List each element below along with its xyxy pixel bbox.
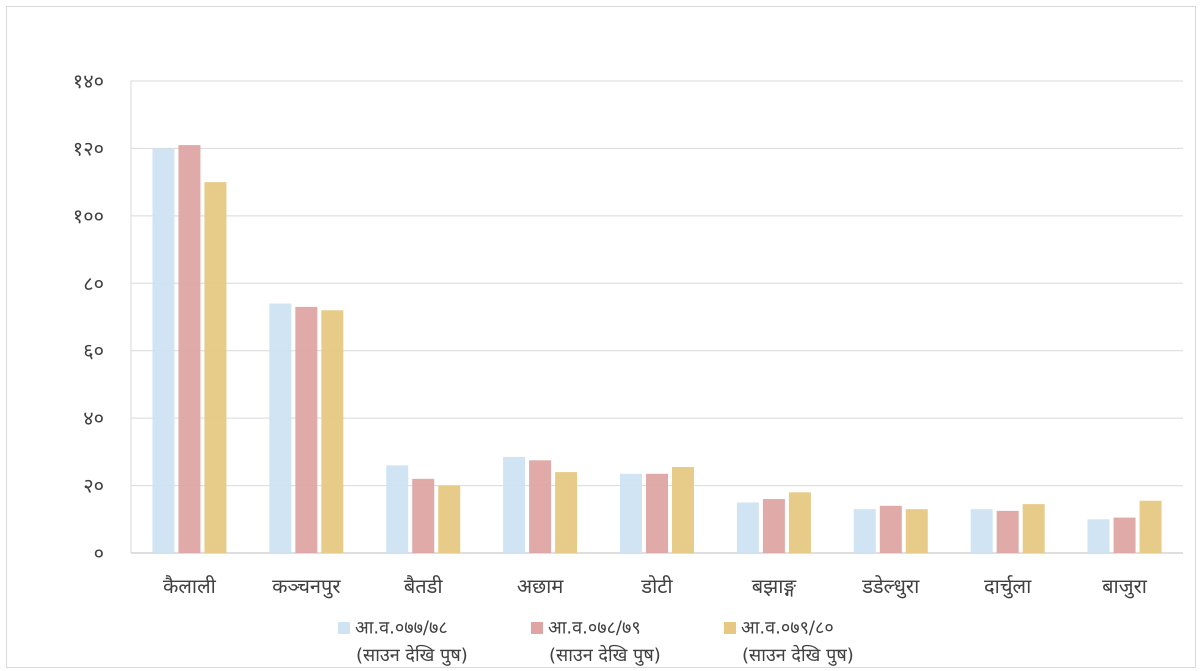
legend-label-series-2: आ.व.०७८/७९	[548, 617, 641, 639]
legend-swatch-series-2	[531, 622, 543, 634]
bar	[152, 148, 175, 553]
x-tick-label: बाजुरा	[1102, 574, 1148, 599]
x-tick-label: दार्चुला	[984, 574, 1032, 599]
legend-item-series-2: आ.व.०७८/७९ (साउन देखि पुष)	[531, 614, 661, 669]
x-tick-label: अछाम	[517, 574, 564, 598]
y-tick-label: ६०	[83, 339, 104, 363]
bar	[1087, 519, 1110, 553]
y-tick-label: ४०	[83, 406, 104, 430]
bar	[620, 473, 642, 553]
bar	[295, 306, 318, 553]
y-tick-label: ०	[94, 541, 104, 565]
x-tick-label: डोटी	[640, 574, 673, 598]
bar	[204, 182, 227, 553]
bar	[438, 485, 461, 553]
bar	[646, 473, 668, 553]
bar	[736, 502, 759, 553]
y-tick-label: ८०	[83, 271, 104, 295]
bar	[1139, 500, 1162, 553]
bar	[503, 456, 526, 553]
x-tick-label: बैतडी	[404, 574, 444, 598]
x-tick-label: कञ्चनपुर	[272, 574, 341, 599]
bar	[529, 460, 552, 553]
legend-label-series-1: आ.व.०७७/७८	[355, 617, 448, 639]
bar	[1022, 504, 1045, 553]
bar	[762, 499, 785, 553]
x-tick-label: कैलाली	[163, 574, 217, 598]
y-tick-label: १४०	[73, 69, 104, 93]
legend-swatch-series-3	[724, 622, 736, 634]
x-tick-label: बझाङ्ग	[752, 574, 798, 598]
legend-sublabel-series-3: (साउन देखि पुष)	[742, 644, 854, 666]
y-tick-label: २०	[83, 474, 104, 498]
legend-sublabel-series-1: (साउन देखि पुष)	[356, 644, 468, 666]
bar	[853, 509, 876, 553]
chart-frame	[6, 6, 1196, 668]
bar	[996, 510, 1019, 553]
legend-item-series-3: आ.व.०७९/८० (साउन देखि पुष)	[724, 614, 854, 669]
bar	[269, 303, 292, 553]
bar	[386, 465, 409, 553]
bar	[879, 505, 902, 553]
bar	[672, 467, 694, 553]
legend-sublabel-series-2: (साउन देखि पुष)	[549, 644, 661, 666]
legend-swatch-series-1	[338, 622, 350, 634]
legend-item-series-1: आ.व.०७७/७८ (साउन देखि पुष)	[338, 614, 468, 669]
bar	[555, 472, 578, 553]
y-tick-label: १००	[73, 204, 104, 228]
y-tick-label: १२०	[73, 136, 104, 160]
bar	[1113, 517, 1136, 553]
bar	[970, 509, 993, 553]
bar	[178, 145, 201, 554]
bar	[412, 478, 435, 553]
x-tick-label: डडेल्धुरा	[861, 574, 920, 599]
bar	[788, 492, 811, 553]
bar	[321, 310, 344, 553]
legend-label-series-3: आ.व.०७९/८०	[741, 617, 834, 639]
legend: आ.व.०७७/७८ (साउन देखि पुष) आ.व.०७८/७९ (स…	[300, 614, 1000, 671]
bar	[905, 509, 928, 553]
